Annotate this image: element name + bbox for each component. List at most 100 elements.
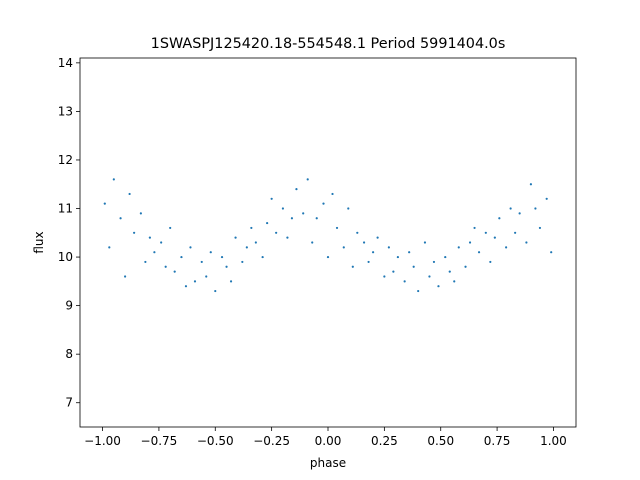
- data-point: [209, 251, 212, 254]
- data-point: [250, 226, 253, 230]
- data-point: [392, 270, 395, 273]
- x-tick-label: −1.00: [84, 434, 121, 448]
- data-point: [412, 265, 415, 268]
- y-tick-label: 13: [58, 104, 73, 118]
- data-point: [254, 241, 257, 244]
- data-point: [220, 255, 224, 259]
- x-tick-label: 0.75: [484, 434, 511, 448]
- data-point: [119, 217, 122, 220]
- data-point: [144, 260, 147, 264]
- data-point: [193, 280, 197, 283]
- data-point: [148, 236, 151, 239]
- y-tick-label: 14: [58, 56, 73, 70]
- data-point: [453, 280, 456, 283]
- data-point: [538, 226, 542, 230]
- data-point: [387, 246, 390, 249]
- data-point: [234, 236, 237, 239]
- data-point: [225, 265, 228, 268]
- data-point: [200, 260, 203, 264]
- data-point: [518, 212, 521, 215]
- data-point: [205, 275, 208, 278]
- data-point: [351, 265, 354, 268]
- y-tick-label: 8: [65, 347, 73, 361]
- data-point: [128, 192, 131, 196]
- data-point: [123, 275, 127, 278]
- data-point: [545, 197, 548, 200]
- data-point: [214, 289, 217, 293]
- y-tick-label: 12: [58, 153, 73, 167]
- data-point: [493, 236, 496, 239]
- data-point: [295, 187, 298, 191]
- x-tick-label: 0.25: [371, 434, 398, 448]
- data-point: [403, 280, 406, 283]
- data-point: [534, 207, 537, 210]
- data-point: [133, 231, 136, 234]
- y-axis-label: flux: [32, 231, 46, 253]
- data-point: [417, 289, 420, 293]
- data-point: [362, 241, 366, 244]
- data-point: [261, 255, 264, 259]
- data-point: [423, 241, 427, 244]
- data-point: [464, 265, 467, 268]
- data-point: [326, 255, 330, 259]
- data-point: [525, 241, 528, 244]
- x-tick-label: −0.25: [253, 434, 290, 448]
- data-point: [509, 207, 512, 210]
- data-point: [477, 251, 481, 254]
- data-point: [112, 178, 115, 181]
- data-point: [489, 260, 492, 264]
- data-point: [371, 251, 375, 254]
- data-point: [184, 285, 188, 288]
- data-point: [347, 207, 350, 210]
- y-axis-ticks: 7 8 9 10 11 12 13 14: [58, 56, 80, 410]
- data-point: [139, 212, 142, 215]
- data-point: [169, 226, 172, 230]
- data-point: [275, 231, 278, 234]
- data-point: [189, 246, 192, 249]
- data-point: [290, 217, 294, 220]
- data-point: [437, 285, 440, 288]
- y-tick-label: 10: [58, 250, 73, 264]
- data-point: [448, 270, 451, 273]
- data-point: [266, 221, 269, 225]
- data-point: [444, 255, 447, 259]
- data-point: [311, 241, 314, 244]
- data-point: [473, 226, 476, 230]
- data-point: [396, 255, 399, 259]
- data-point: [428, 275, 431, 278]
- data-point: [103, 202, 106, 205]
- data-point: [331, 192, 334, 196]
- data-point: [376, 236, 379, 239]
- data-point: [383, 275, 386, 278]
- x-tick-label: 0.50: [427, 434, 454, 448]
- data-point: [468, 241, 472, 244]
- data-point: [315, 217, 318, 220]
- data-point: [153, 251, 156, 254]
- data-point: [498, 217, 501, 220]
- x-tick-label: 1.00: [540, 434, 567, 448]
- data-point: [529, 183, 533, 186]
- data-point: [367, 260, 370, 264]
- y-tick-label: 9: [65, 299, 73, 313]
- data-point: [322, 202, 325, 205]
- x-tick-label: −0.50: [197, 434, 234, 448]
- data-point: [286, 236, 289, 239]
- data-point: [432, 260, 436, 264]
- data-point: [356, 231, 359, 234]
- chart-title: 1SWASPJ125420.18-554548.1 Period 5991404…: [151, 36, 506, 52]
- data-point: [281, 207, 285, 210]
- data-point: [270, 197, 273, 200]
- data-point: [505, 246, 508, 249]
- data-point: [342, 246, 345, 249]
- data-point: [241, 260, 244, 264]
- data-point: [302, 212, 305, 215]
- plot-points: [103, 178, 553, 293]
- data-point: [457, 246, 460, 249]
- data-point: [484, 231, 487, 234]
- x-axis-ticks: −1.00 −0.75 −0.50 −0.25 0.00 0.25 0.50 0.75 1.00: [84, 427, 567, 448]
- data-point: [173, 270, 176, 273]
- data-point: [550, 251, 553, 254]
- x-tick-label: 0.00: [315, 434, 342, 448]
